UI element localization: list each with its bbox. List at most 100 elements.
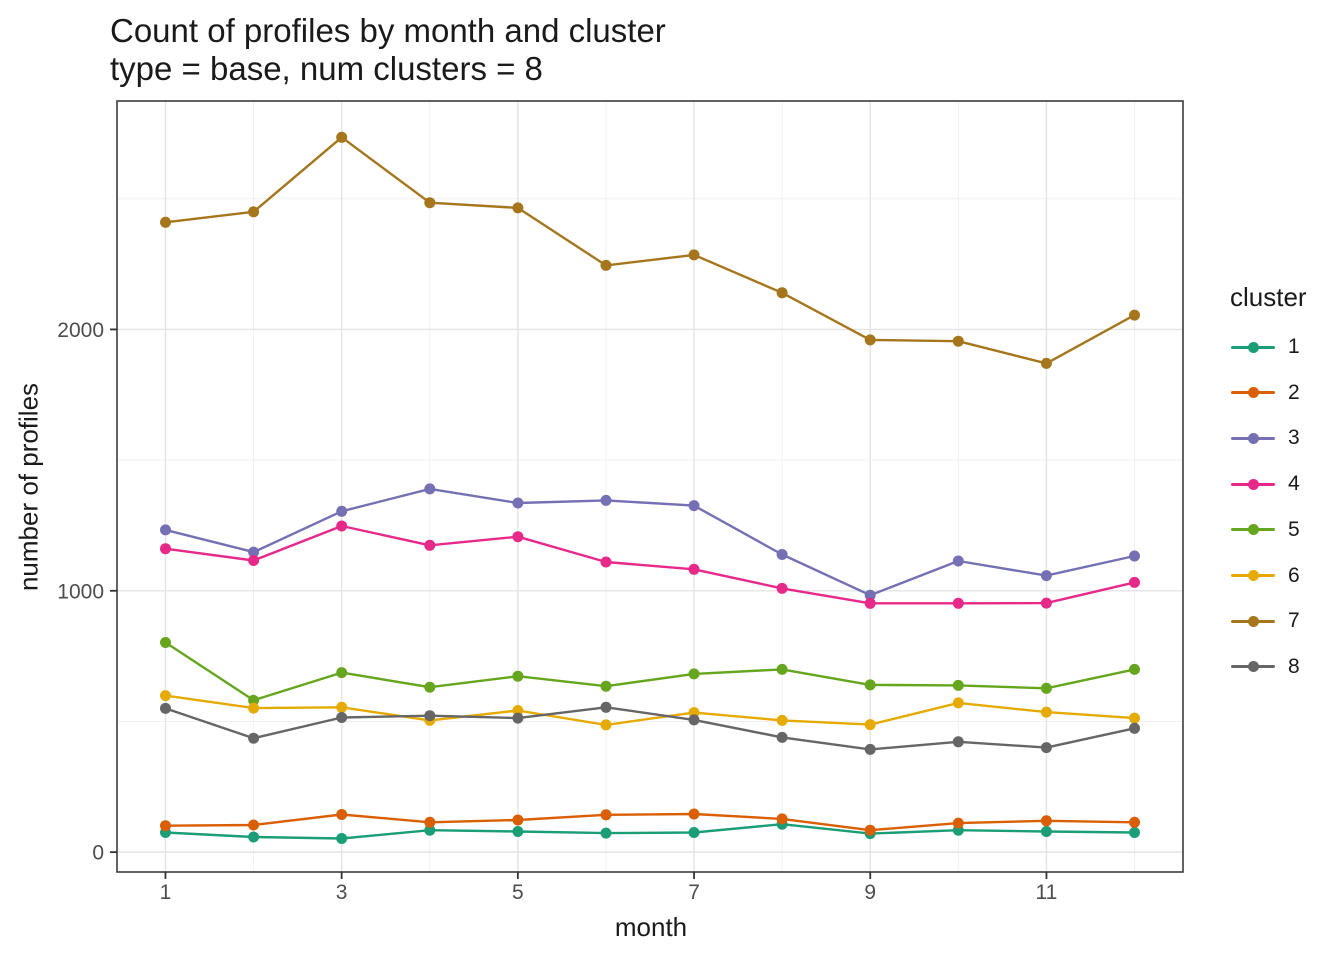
legend-key-dot	[1247, 615, 1259, 627]
data-point-cluster4-month2	[248, 555, 260, 566]
legend-key-icon-1	[1231, 336, 1275, 358]
data-point-cluster5-month1	[160, 637, 171, 648]
data-point-cluster2-month3	[336, 809, 348, 820]
legend-item-label: 2	[1288, 380, 1300, 404]
series-line-8	[165, 706, 1135, 751]
data-point-cluster5-month10	[952, 679, 964, 691]
data-point-cluster5-month12	[1129, 663, 1140, 675]
data-point-cluster5-month2	[248, 694, 260, 706]
legend-key-icon-4	[1231, 473, 1275, 495]
data-point-cluster1-month11	[1040, 826, 1052, 837]
data-point-cluster4-month9	[864, 597, 876, 609]
data-point-cluster7-month8	[776, 287, 788, 299]
data-point-cluster5-month7	[688, 668, 700, 680]
data-point-cluster7-month3	[336, 131, 348, 143]
legend-key-icon-2	[1231, 382, 1275, 404]
data-point-cluster7-month12	[1129, 309, 1140, 321]
data-point-cluster2-month6	[600, 809, 612, 821]
x-tick-label: 9	[864, 881, 876, 904]
x-tick-label: 11	[1036, 881, 1058, 904]
data-point-cluster5-month9	[864, 679, 876, 691]
legend-key-dot	[1247, 478, 1259, 490]
data-point-cluster4-month3	[336, 520, 348, 532]
data-point-cluster3-month12	[1129, 550, 1140, 562]
data-point-cluster7-month9	[864, 334, 876, 346]
legend-key-icon-6	[1231, 565, 1275, 587]
data-point-cluster2-month2	[248, 819, 260, 831]
data-point-cluster5-month6	[600, 680, 612, 692]
data-point-cluster8-month4	[424, 710, 436, 722]
data-point-cluster4-month12	[1129, 576, 1140, 588]
data-point-cluster3-month3	[336, 505, 348, 517]
series-line-5	[164, 641, 1135, 702]
legend-key-dot	[1247, 387, 1259, 399]
data-point-cluster2-month11	[1040, 815, 1052, 827]
legend-title: cluster	[1230, 282, 1307, 312]
data-point-cluster7-month4	[424, 197, 436, 209]
data-point-cluster8-month9	[864, 743, 876, 755]
data-point-cluster5-month5	[512, 670, 524, 682]
data-point-cluster6-month2	[248, 702, 260, 714]
data-point-cluster3-month2	[248, 546, 260, 558]
data-point-cluster1-month5	[512, 826, 524, 837]
legend-item-label: 1	[1288, 335, 1300, 358]
legend-item-label: 8	[1288, 654, 1300, 678]
data-point-cluster8-month5	[512, 712, 524, 724]
data-point-cluster2-month10	[952, 817, 964, 829]
legend-key-icon-3	[1231, 427, 1275, 449]
legend-key-dot	[1247, 661, 1259, 673]
data-point-cluster4-month11	[1040, 597, 1052, 609]
data-point-cluster7-month11	[1040, 357, 1052, 369]
data-point-cluster2-month1	[160, 820, 171, 832]
data-point-cluster8-month11	[1040, 742, 1052, 754]
data-point-cluster4-month1	[160, 543, 171, 555]
series-line-3	[165, 487, 1135, 597]
legend-key-dot	[1247, 432, 1259, 444]
data-point-cluster6-month3	[336, 701, 348, 713]
panel-border	[116, 100, 1184, 873]
data-point-cluster8-month2	[248, 732, 260, 744]
y-tick-label: 1000	[57, 580, 104, 603]
chart-title: Count of profiles by month and cluster	[110, 12, 666, 49]
data-point-cluster5-month11	[1040, 682, 1052, 694]
data-point-cluster6-month10	[952, 697, 964, 709]
data-point-cluster7-month7	[688, 249, 700, 261]
series-line-6	[165, 694, 1135, 727]
legend-item-4: 4	[1231, 473, 1300, 495]
data-point-cluster1-month4	[424, 824, 436, 836]
data-point-cluster2-month8	[776, 813, 788, 825]
data-point-cluster3-month4	[424, 483, 436, 495]
data-point-cluster6-month11	[1040, 706, 1052, 718]
data-point-cluster4-month5	[512, 531, 524, 543]
legend-item-label: 3	[1288, 426, 1300, 450]
data-point-cluster7-month2	[248, 206, 260, 218]
data-point-cluster3-month7	[688, 500, 700, 512]
data-point-cluster4-month10	[952, 597, 964, 609]
legend-item-label: 7	[1288, 609, 1300, 633]
legend-key-dot	[1247, 570, 1259, 581]
data-point-cluster8-month8	[776, 731, 788, 743]
legend-key-dot	[1247, 524, 1259, 536]
data-point-cluster6-month12	[1129, 712, 1140, 724]
data-point-cluster3-month6	[600, 494, 612, 506]
data-point-cluster8-month1	[160, 702, 171, 714]
data-point-cluster2-month4	[424, 816, 436, 828]
data-point-cluster3-month5	[512, 497, 524, 509]
series-line-2	[165, 812, 1135, 832]
data-point-cluster6-month5	[512, 705, 524, 716]
data-point-cluster3-month9	[864, 589, 876, 601]
legend-item-1: 1	[1231, 336, 1300, 358]
legend-item-6: 6	[1231, 564, 1300, 587]
data-point-cluster3-month11	[1040, 570, 1052, 582]
data-point-cluster2-month5	[512, 814, 524, 826]
data-point-cluster4-month7	[688, 563, 700, 575]
x-axis-title: month	[614, 912, 688, 942]
legend-item-5: 5	[1231, 518, 1300, 541]
data-point-cluster6-month6	[600, 719, 612, 731]
legend-item-3: 3	[1231, 427, 1300, 449]
data-point-cluster4-month4	[424, 539, 436, 551]
data-point-cluster1-month6	[600, 827, 612, 839]
data-point-cluster5-month3	[336, 667, 348, 679]
x-tick-label: 3	[336, 881, 348, 904]
